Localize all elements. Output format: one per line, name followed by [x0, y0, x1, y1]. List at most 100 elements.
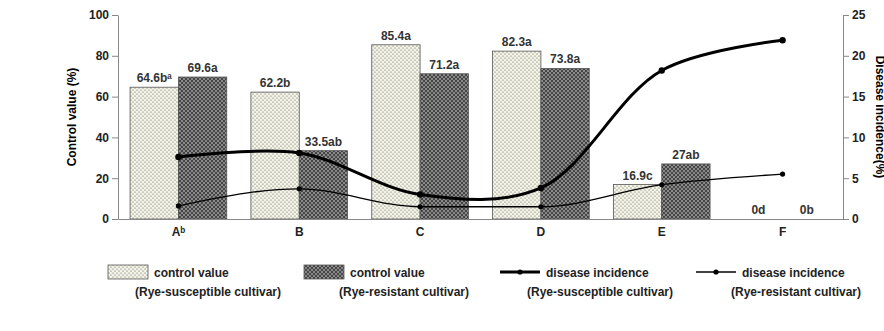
tick-mark [843, 56, 849, 57]
tick-mark [112, 219, 118, 220]
marker [175, 154, 181, 160]
y-axis: 0 20 40 60 80 100 [89, 8, 119, 226]
tick-label: F [779, 225, 786, 239]
axis-line [119, 219, 844, 220]
tick-label: C [416, 225, 425, 239]
legend-label: control value(Rye-resistant cultivar) [339, 266, 469, 299]
chart: 64.6bᵃ 62.2b 85.4a 82.3a 16.9c 0d 69.6a 33.5ab 7… [0, 0, 884, 331]
y2-axis-title: Disease incidence(%) [873, 56, 884, 179]
tick-label: 20 [96, 172, 110, 186]
bar [493, 51, 541, 219]
legend-marker [713, 269, 718, 274]
tick-label: 5 [852, 172, 859, 186]
marker [417, 191, 423, 197]
data-label: 16.9c [623, 169, 653, 183]
tick-label: 40 [96, 131, 110, 145]
marker [779, 37, 785, 43]
marker [417, 204, 422, 209]
tick: 100 [89, 8, 118, 22]
tick: Aᵇ [172, 219, 186, 239]
tick-label: 20 [852, 49, 866, 63]
data-label: 85.4a [381, 29, 411, 43]
legend-label: disease incidence(Rye-resistant cultivar… [731, 266, 861, 299]
legend-marker [517, 269, 522, 274]
tick: 15 [843, 90, 866, 104]
legend-swatch [304, 265, 344, 279]
marker [296, 150, 302, 156]
tick: F [779, 219, 786, 239]
data-label: 82.3a [502, 35, 532, 49]
y-axis-title: Control value (%) [65, 68, 79, 167]
data-label: 33.5ab [305, 135, 342, 149]
line [178, 174, 782, 207]
marks [130, 37, 786, 219]
legend: control value(Rye-susceptible cultivar) c… [108, 265, 861, 299]
legend-swatch [108, 265, 148, 279]
bar [783, 219, 831, 220]
tick: 25 [843, 8, 866, 22]
tick-mark [843, 178, 849, 179]
data-label: 69.6a [188, 61, 218, 75]
tick: 10 [843, 131, 866, 145]
data-labels: 64.6bᵃ 62.2b 85.4a 82.3a 16.9c 0d 69.6a 33.5ab 7… [137, 29, 814, 217]
marker [659, 182, 664, 187]
tick: B [295, 219, 304, 239]
bar [299, 151, 347, 219]
tick: 20 [843, 49, 866, 63]
bar [734, 219, 782, 220]
tick-label: 80 [96, 49, 110, 63]
tick-mark [843, 15, 849, 16]
marker [176, 203, 181, 208]
legend-label: control value(Rye-susceptible cultivar) [135, 266, 281, 299]
tick-label: 100 [89, 8, 109, 22]
tick: 5 [843, 172, 859, 186]
tick: 20 [96, 172, 118, 186]
tick-label: D [537, 225, 546, 239]
tick-mark [112, 15, 118, 16]
tick-mark [112, 137, 118, 138]
tick: E [658, 219, 666, 239]
bar [662, 164, 710, 219]
data-label: 0d [751, 203, 765, 217]
marker [780, 172, 785, 177]
bar [130, 87, 178, 219]
tick-label: B [295, 225, 304, 239]
legend-label: disease incidence(Rye-susceptible cultiv… [527, 266, 673, 299]
tick-label: 60 [96, 90, 110, 104]
x-axis: Aᵇ B C D E F [119, 219, 844, 239]
bar [541, 68, 589, 219]
tick-mark [112, 56, 118, 57]
tick-label: 25 [852, 8, 866, 22]
y2-axis: 0 5 10 15 20 25 [843, 8, 866, 226]
tick: 0 [102, 212, 118, 226]
bar [251, 92, 299, 219]
tick-mark [112, 178, 118, 179]
tick-label: 15 [852, 90, 866, 104]
tick-label: 10 [852, 131, 866, 145]
marker [538, 204, 543, 209]
data-label: 71.2a [429, 58, 459, 72]
data-label: 27ab [672, 148, 699, 162]
tick-label: E [658, 225, 666, 239]
tick: C [416, 219, 425, 239]
tick-label: 0 [102, 212, 109, 226]
tick: D [537, 219, 546, 239]
marker [297, 186, 302, 191]
axis-line [843, 16, 844, 220]
data-label: 62.2b [260, 76, 291, 90]
data-label: 0b [800, 203, 814, 217]
tick-mark [843, 137, 849, 138]
axis-line [118, 16, 119, 220]
tick-mark [112, 97, 118, 98]
marker [538, 185, 544, 191]
tick-label: 0 [852, 212, 859, 226]
tick-mark [843, 97, 849, 98]
tick-mark [843, 219, 849, 220]
line [178, 40, 782, 199]
tick: 0 [843, 212, 859, 226]
tick-label: Aᵇ [172, 225, 186, 239]
data-label: 64.6bᵃ [137, 71, 173, 85]
data-label: 73.8a [550, 52, 580, 66]
tick: 40 [96, 131, 118, 145]
marker [659, 67, 665, 73]
